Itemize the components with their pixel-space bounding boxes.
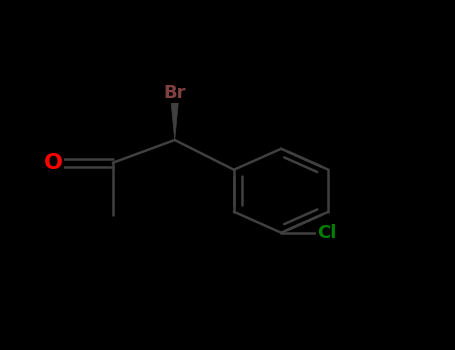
Text: Br: Br <box>163 84 186 102</box>
Text: Cl: Cl <box>317 224 336 242</box>
Polygon shape <box>170 93 179 140</box>
Text: O: O <box>44 153 63 173</box>
